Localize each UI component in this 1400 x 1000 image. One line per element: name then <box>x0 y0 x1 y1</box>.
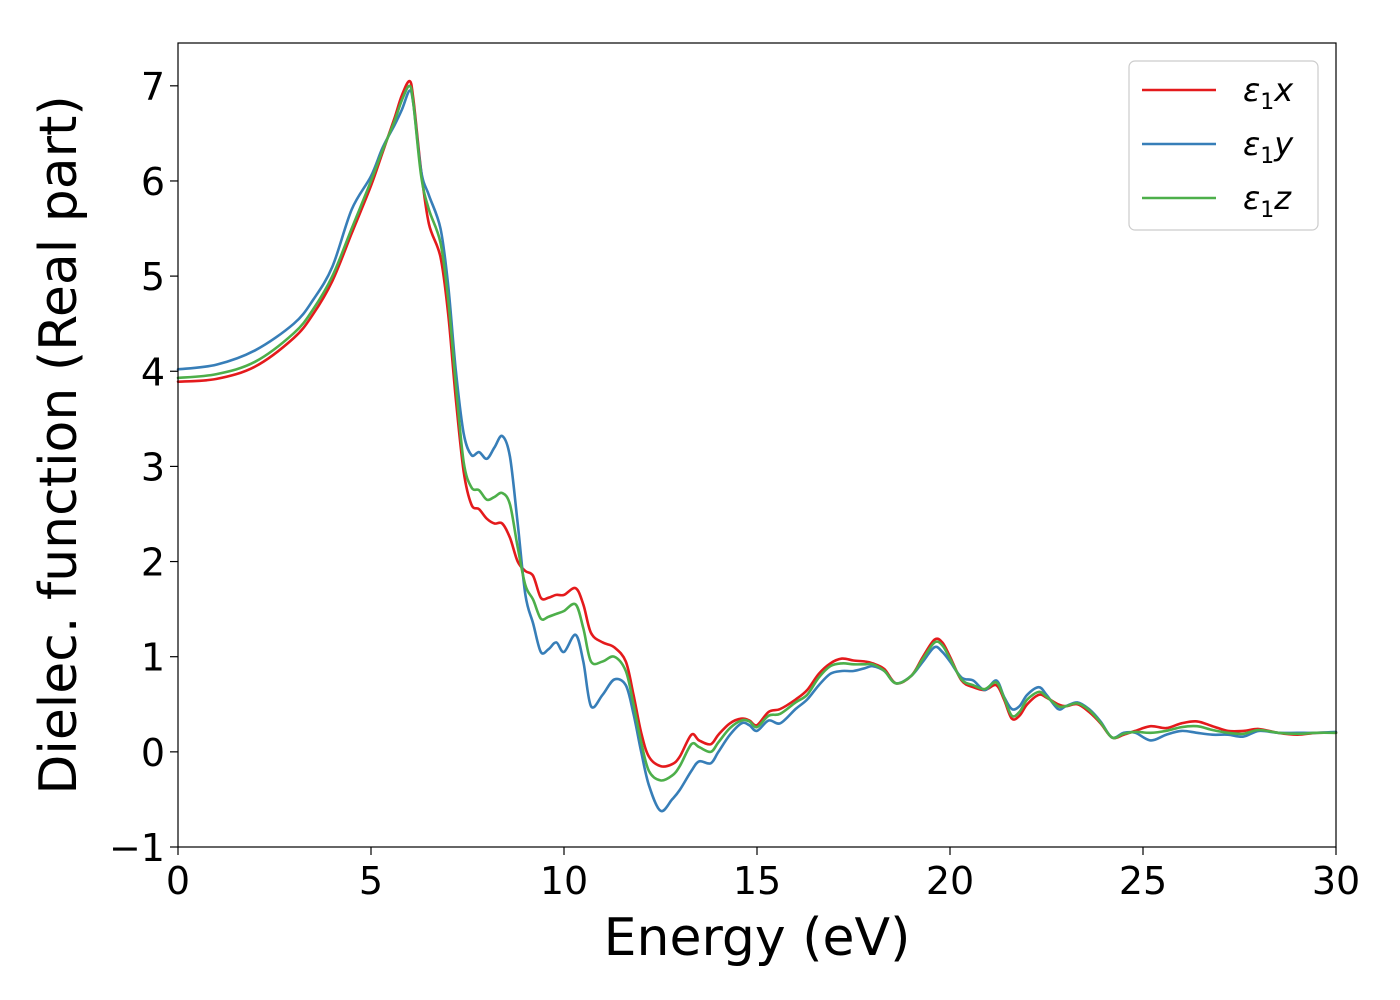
x-tick-label: 0 <box>166 859 190 903</box>
y-tick-label: −1 <box>109 826 165 870</box>
x-tick-label: 10 <box>540 859 588 903</box>
legend: ε1x ε1y ε1z <box>1128 60 1319 231</box>
y-axis-ticks: −1 0 1 2 3 4 5 6 7 <box>109 65 178 870</box>
legend-label-x: ε1x <box>1243 71 1294 115</box>
x-tick-label: 15 <box>733 859 781 903</box>
legend-box <box>1128 60 1319 231</box>
y-tick-label: 0 <box>141 731 165 775</box>
y-tick-label: 4 <box>141 350 165 394</box>
series-lines <box>176 79 1338 813</box>
x-axis-title: Energy (eV) <box>604 908 911 968</box>
series-line-z <box>176 84 1338 782</box>
y-tick-label: 3 <box>141 445 165 489</box>
x-axis-ticks: 0 5 10 15 20 25 30 <box>166 847 1360 903</box>
x-tick-label: 20 <box>926 859 974 903</box>
y-tick-label: 2 <box>141 541 165 585</box>
y-tick-label: 7 <box>141 65 165 109</box>
y-axis-title: Dielec. function (Real part) <box>29 95 89 794</box>
x-tick-label: 5 <box>359 859 383 903</box>
legend-label-y: ε1y <box>1243 125 1294 169</box>
y-tick-label: 5 <box>141 255 165 299</box>
y-tick-label: 1 <box>141 636 165 680</box>
y-tick-label: 6 <box>141 160 165 204</box>
x-tick-label: 30 <box>1312 859 1360 903</box>
legend-label-z: ε1z <box>1243 179 1292 223</box>
x-tick-label: 25 <box>1119 859 1167 903</box>
